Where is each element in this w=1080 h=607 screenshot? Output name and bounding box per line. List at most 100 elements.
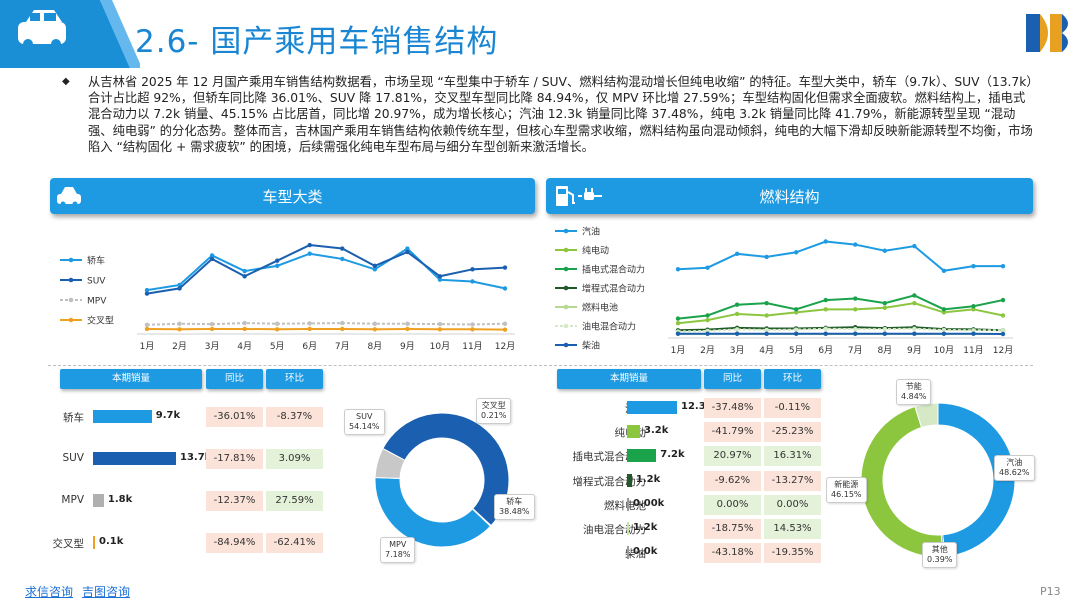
x-tick-label: 10月 xyxy=(430,341,450,352)
data-point xyxy=(941,310,947,315)
table-bar xyxy=(627,425,640,439)
table-row-label: 轿车 xyxy=(63,412,84,424)
x-tick-label: 12月 xyxy=(993,345,1013,356)
table-bar-value: 1.2k xyxy=(635,473,661,485)
data-point xyxy=(853,296,858,301)
x-tick-label: 12月 xyxy=(495,341,515,352)
legend-label: 插电式混合动力 xyxy=(582,264,645,276)
data-point xyxy=(675,316,681,321)
table-bar xyxy=(93,452,176,465)
data-point xyxy=(144,322,150,327)
data-point xyxy=(853,307,858,312)
mom-cell: 16.31% xyxy=(764,446,821,467)
data-point xyxy=(209,253,215,258)
data-point xyxy=(470,322,475,327)
data-point xyxy=(705,265,710,270)
legend-item: 燃料电池 xyxy=(555,302,618,314)
data-point xyxy=(405,249,410,255)
series-line xyxy=(146,327,506,331)
data-point xyxy=(764,300,769,306)
data-point xyxy=(764,254,769,260)
data-point xyxy=(177,327,182,332)
yoy-cell: -12.37% xyxy=(206,491,263,511)
table-bar xyxy=(93,536,95,549)
table-bar xyxy=(627,401,677,414)
legend-label: 油电混合动力 xyxy=(582,321,636,333)
data-point xyxy=(734,327,740,332)
data-point xyxy=(675,267,681,272)
table-bar xyxy=(93,410,152,423)
x-tick-label: 6月 xyxy=(302,341,317,352)
table-header: 同比 xyxy=(704,369,761,389)
donut-label-mpv: MPV 7.18% xyxy=(380,537,416,563)
data-point xyxy=(502,321,508,326)
panel-header-fuel-structure: 燃料结构 xyxy=(546,178,1033,214)
donut-label-gasoline: 汽油 48.62% xyxy=(994,455,1035,481)
data-point xyxy=(971,304,976,309)
mom-cell: -19.35% xyxy=(764,543,821,564)
yoy-cell: -9.62% xyxy=(704,470,761,491)
data-point xyxy=(307,242,312,248)
table-header: 本期销量 xyxy=(557,369,701,389)
legend-label: 柴油 xyxy=(582,340,600,352)
data-point xyxy=(144,287,150,293)
data-point xyxy=(793,331,799,336)
legend-item: 轿车 xyxy=(60,255,105,267)
data-point xyxy=(734,302,740,307)
fuel-pump-icon xyxy=(556,186,602,206)
table-bar xyxy=(627,473,632,487)
legend-label: 轿车 xyxy=(87,255,105,267)
footer-link-jitu[interactable]: 吉图咨询 xyxy=(82,585,131,599)
data-point xyxy=(307,326,312,332)
series-line xyxy=(677,294,1004,320)
yoy-cell: -37.48% xyxy=(704,398,761,418)
data-point xyxy=(209,321,215,327)
data-point xyxy=(941,331,947,336)
data-point xyxy=(971,307,976,312)
yoy-cell: -36.01% xyxy=(206,407,263,427)
data-point xyxy=(372,267,378,272)
data-point xyxy=(340,320,345,326)
legend-item: 油电混合动力 xyxy=(555,321,636,333)
data-point xyxy=(764,331,769,336)
data-point xyxy=(734,311,740,317)
series-line xyxy=(677,302,1004,325)
data-point xyxy=(793,250,799,255)
footer-link-qiuxin[interactable]: 求信咨询 xyxy=(25,585,74,599)
table-header: 同比 xyxy=(206,369,263,389)
table-row-label: 交叉型 xyxy=(52,538,85,550)
x-tick-label: 9月 xyxy=(907,345,922,356)
data-point xyxy=(705,317,710,323)
page-number: P13 xyxy=(1040,585,1061,598)
mom-cell: -62.41% xyxy=(266,533,323,553)
data-point xyxy=(340,246,345,251)
yoy-cell: 0.00% xyxy=(704,494,761,515)
data-point xyxy=(1000,263,1006,269)
data-point xyxy=(941,307,947,312)
donut-label-suv: SUV 54.14% xyxy=(344,409,385,435)
table-bar-value: 13.7k xyxy=(180,452,212,463)
x-tick-label: 8月 xyxy=(877,345,892,356)
data-point xyxy=(209,256,215,262)
table-bar xyxy=(627,497,629,511)
data-point xyxy=(764,313,769,318)
data-point xyxy=(372,321,378,326)
table-header: 环比 xyxy=(764,369,821,389)
data-point xyxy=(274,321,280,326)
legend-label: SUV xyxy=(87,277,106,287)
data-point xyxy=(853,242,858,247)
table-bar-value: 0.00k xyxy=(633,497,665,509)
data-point xyxy=(882,331,888,336)
mom-cell: 27.59% xyxy=(266,491,323,511)
series-line xyxy=(146,322,506,326)
data-point xyxy=(793,327,799,332)
x-tick-label: 4月 xyxy=(237,341,252,352)
donut-label-sedan: 轿车 38.48% xyxy=(494,494,535,520)
legend-label: 燃料电池 xyxy=(582,302,618,314)
data-point xyxy=(912,331,917,336)
data-point xyxy=(437,274,443,279)
data-point xyxy=(177,286,182,291)
data-point xyxy=(823,297,828,303)
data-point xyxy=(470,327,475,332)
data-point xyxy=(372,263,378,269)
